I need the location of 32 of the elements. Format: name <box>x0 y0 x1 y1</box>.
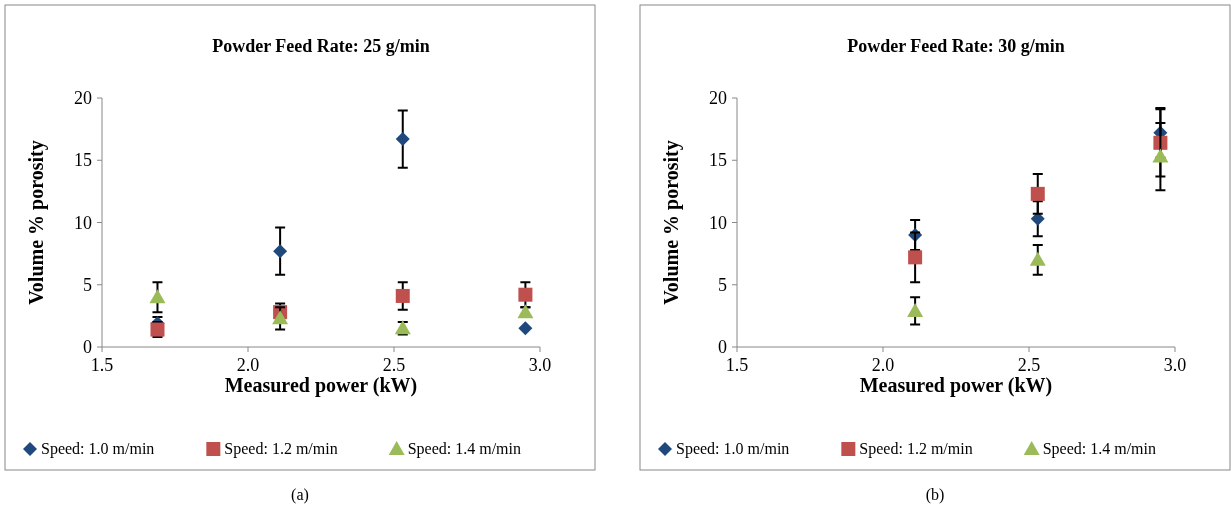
x-tick-label: 2.0 <box>236 355 260 375</box>
y-tick-label: 5 <box>718 274 727 295</box>
x-tick-label: 1.5 <box>725 355 749 375</box>
x-tick-label: 2.5 <box>1017 355 1041 375</box>
y-tick-label: 10 <box>74 212 92 233</box>
legend-label: Speed: 1.2 m/min <box>859 440 973 458</box>
y-axis-title: Volume % porosity <box>660 140 683 305</box>
chart-title: Powder Feed Rate: 30 g/min <box>847 36 1065 56</box>
x-tick-label: 2.5 <box>382 355 406 375</box>
y-tick-label: 20 <box>709 88 727 108</box>
x-tick-label: 3.0 <box>1163 355 1187 375</box>
y-tick-label: 15 <box>74 150 92 171</box>
legend-label: Speed: 1.2 m/min <box>224 440 338 458</box>
y-axis-title: Volume % porosity <box>25 140 48 305</box>
y-tick-label: 0 <box>718 337 727 357</box>
x-tick-label: 1.5 <box>90 355 114 375</box>
legend-label: Speed: 1.4 m/min <box>407 440 521 458</box>
y-tick-label: 20 <box>74 88 92 108</box>
x-axis-title: Measured power (kW) <box>224 374 418 397</box>
y-tick-label: 15 <box>709 150 727 171</box>
legend-label: Speed: 1.0 m/min <box>676 440 790 458</box>
y-tick-label: 0 <box>83 337 92 357</box>
chart-title: Powder Feed Rate: 25 g/min <box>212 36 430 56</box>
y-tick-label: 5 <box>83 274 92 295</box>
legend-label: Speed: 1.0 m/min <box>41 440 155 458</box>
x-tick-label: 2.0 <box>871 355 895 375</box>
y-tick-label: 10 <box>709 212 727 233</box>
text: (a) <box>291 486 309 504</box>
x-axis-title: Measured power (kW) <box>859 374 1053 397</box>
legend-label: Speed: 1.4 m/min <box>1042 440 1156 458</box>
x-tick-label: 3.0 <box>528 355 552 375</box>
text: (b) <box>925 486 945 504</box>
